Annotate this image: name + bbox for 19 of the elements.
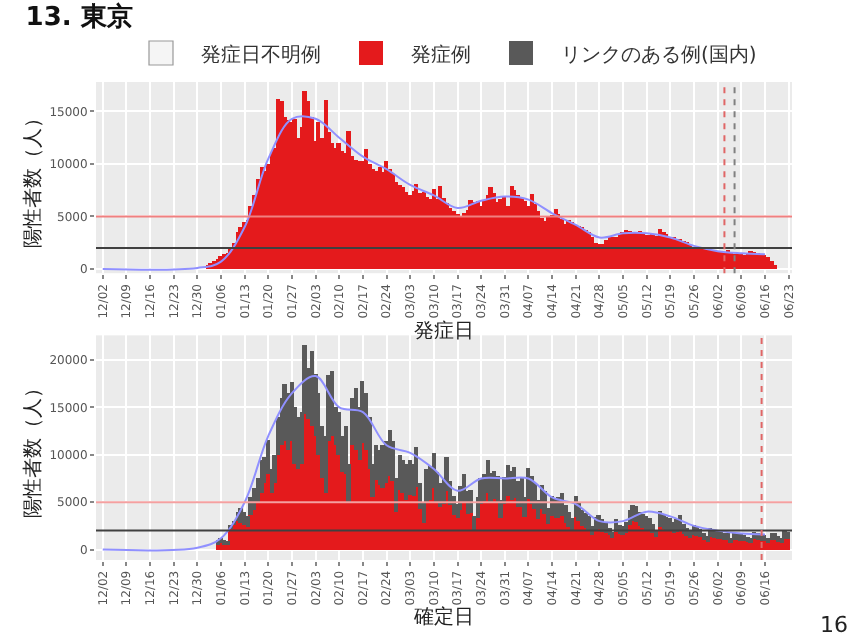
bar (776, 536, 780, 542)
bar (590, 237, 595, 269)
legend-label: 発症例 (411, 42, 471, 67)
bar (462, 502, 466, 550)
text: 16 (820, 612, 848, 638)
bar (354, 450, 358, 550)
legend-label: 発症日不明例 (201, 42, 321, 67)
bar (330, 435, 334, 550)
legend-label: リンクのある例(国内) (561, 42, 757, 67)
bar (706, 536, 710, 542)
chart-title: 13. 東京 (25, 0, 133, 33)
bar (506, 465, 510, 497)
x-axis-title: 確定日 (412, 605, 474, 630)
y-axis-title: 陽性者数（人） (21, 107, 46, 248)
bar (310, 426, 314, 550)
y-axis-title: 陽性者数（人） (21, 377, 46, 518)
bar (702, 533, 706, 541)
x-axis-title: 発症日 (414, 318, 474, 343)
bar (364, 450, 368, 550)
